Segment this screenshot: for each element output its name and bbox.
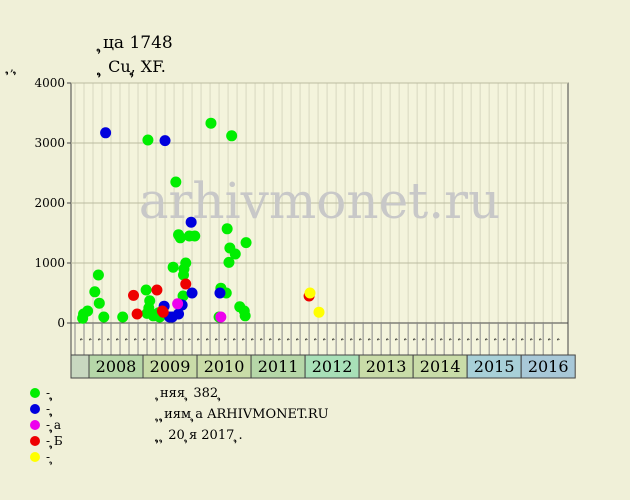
data-point: [304, 287, 316, 299]
year-band-2016: [520, 354, 576, 379]
year-label: 2015: [474, 357, 515, 376]
data-point: [140, 284, 152, 296]
data-point: [173, 308, 185, 320]
data-point: [186, 287, 198, 299]
data-point: [226, 130, 238, 142]
y-tick-label: 1000: [34, 256, 65, 270]
data-point: [167, 261, 179, 273]
data-point: [159, 135, 171, 147]
year-label: 2014: [420, 357, 461, 376]
data-point: [98, 311, 110, 323]
legend-item: - ຸ‌ຸ‌Б: [30, 433, 63, 449]
footer-line-1: ຸ‌няя ຸ‌ 382 ຸ‌: [160, 386, 223, 401]
year-label: 2010: [204, 357, 245, 376]
data-point: [82, 305, 94, 317]
data-point: [215, 311, 227, 323]
legend-marker: [30, 452, 40, 462]
legend-marker: [30, 420, 40, 430]
data-point: [180, 257, 192, 269]
data-point: [180, 278, 192, 290]
legend-item: - ຸ‌ຸ: [30, 385, 63, 401]
year-band-lead: [70, 354, 90, 379]
legend-marker: [30, 404, 40, 414]
month-strip: [70, 322, 569, 356]
chart-title: ຸ‌ца 1748: [103, 33, 173, 53]
data-point: [177, 290, 189, 302]
footer-info: ຸ‌няя ຸ‌ 382 ຸ‌ ຸ ຸ‌ຸиям ຸ‌а ARHIVMONET.…: [160, 383, 329, 446]
data-point: [142, 134, 154, 146]
data-point: [170, 176, 182, 188]
data-point: [117, 311, 129, 323]
legend-label: - ຸ‌ຸа: [46, 418, 62, 432]
legend-label: - ຸ‌ຸ‌Б: [46, 434, 63, 448]
data-point: [92, 269, 104, 281]
legend-label: - ຸ‌ຸ: [46, 386, 54, 400]
data-point: [221, 223, 233, 235]
data-point: [157, 306, 169, 318]
footer-line-3: ຸ‌ຸ ຸ 20 ຸ‌я 2017 ຸ‌.: [160, 428, 243, 443]
data-point: [151, 284, 163, 296]
year-label: 2011: [258, 357, 299, 376]
data-point: [172, 298, 184, 310]
data-point: [239, 310, 251, 322]
data-point: [185, 216, 197, 228]
data-point: [214, 287, 226, 299]
year-label: 2012: [312, 357, 353, 376]
data-point: [313, 306, 325, 318]
data-point: [128, 289, 140, 301]
footer-line-2: ຸ ຸ‌ຸиям ຸ‌а ARHIVMONET.RU: [160, 407, 329, 422]
data-point: [100, 127, 112, 139]
year-label: 2016: [528, 357, 569, 376]
y-tick-label: 0: [57, 316, 65, 330]
data-point: [93, 297, 105, 309]
data-point: [89, 286, 101, 298]
year-label: 2009: [150, 357, 191, 376]
data-point: [189, 230, 201, 242]
data-point: [229, 248, 241, 260]
legend-marker: [30, 436, 40, 446]
y-tick-label: 3000: [34, 136, 65, 150]
data-point: [131, 308, 143, 320]
y-tick-label: 2000: [34, 196, 65, 210]
legend: - ຸ‌ຸ - ຸ‌ຸ - ຸ‌ຸа - ຸ‌ຸ‌Б - ຸ‌: [30, 385, 63, 465]
legend-label: - ຸ‌ຸ: [46, 402, 54, 416]
y-axis-unit-label: ຸ‌ຸ, ຸ‌ຸ: [10, 60, 18, 74]
y-tick-label: 4000: [34, 76, 65, 90]
legend-marker: [30, 388, 40, 398]
data-point: [240, 237, 252, 249]
data-point: [144, 295, 156, 307]
legend-item: - ຸ‌: [30, 449, 63, 465]
legend-item: - ຸ‌ຸ: [30, 401, 63, 417]
year-label: 2013: [366, 357, 407, 376]
chart-subtitle: ຸ‌ຸ Cu,ຸ‌ຸ XF.: [103, 57, 166, 76]
data-point: [205, 117, 217, 129]
watermark: arhivmonet.ru: [139, 172, 501, 230]
year-label: 2008: [96, 357, 137, 376]
data-point: [223, 256, 235, 268]
legend-label: - ຸ‌: [46, 450, 54, 464]
data-point: [174, 232, 186, 244]
legend-item: - ຸ‌ຸа: [30, 417, 63, 433]
